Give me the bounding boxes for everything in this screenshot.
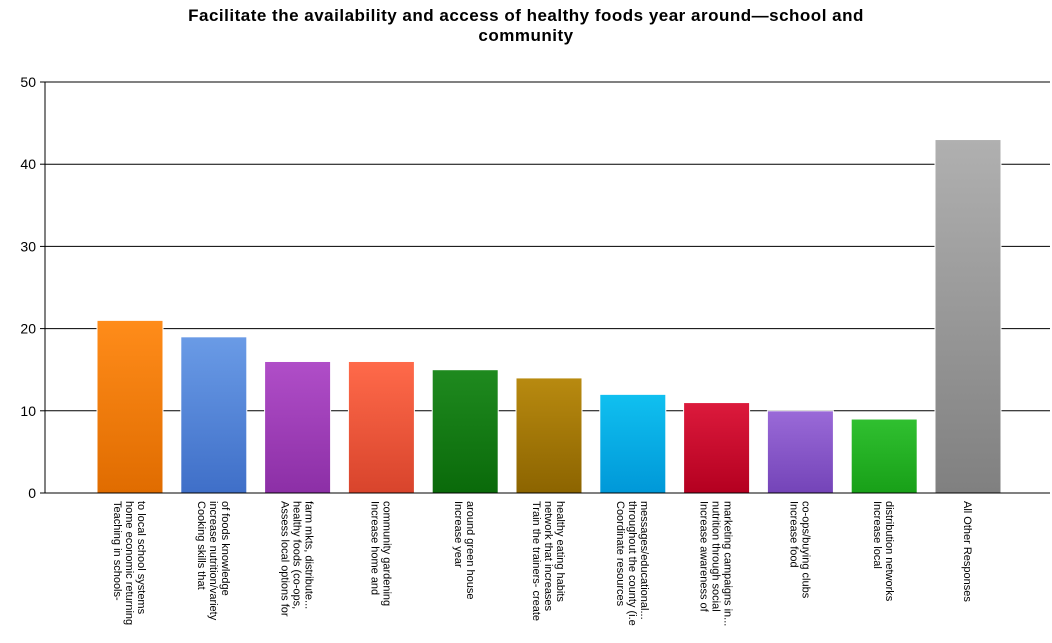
chart-title-line-1: Facilitate the availability and access o… [188,6,864,25]
y-tick-label: 20 [20,321,36,337]
bar [431,369,499,494]
y-tick-label: 30 [20,238,36,254]
bar [934,139,1002,494]
x-category-label: Increase foodco-ops/buying clubs [787,501,811,599]
bar [766,410,834,494]
bar [180,336,248,494]
bar [347,360,415,494]
bar [264,360,332,494]
bar [515,377,583,494]
x-category-label: Increase home andcommunity gardening [368,501,392,606]
bars [96,139,1002,494]
chart-title-line-2: community [478,26,574,45]
y-tick-labels: 0 10 20 30 40 50 [20,74,36,501]
x-category-label: Coordinate resourcesthroughout the count… [614,501,650,626]
y-tick-label: 0 [28,485,36,501]
bar [850,418,918,494]
chart-title: Facilitate the availability and access o… [0,6,1052,46]
bar [96,319,164,494]
y-tick-label: 40 [20,156,36,172]
x-category-label: Increase yeararound green house [452,501,476,599]
y-tick-label: 10 [20,403,36,419]
bar [683,402,751,494]
x-category-labels: Teaching in schools-home economic return… [111,501,973,626]
y-tick-label: 50 [20,74,36,90]
axes [40,81,1050,494]
x-category-label: All Other Responses [961,501,973,602]
x-category-label: Teaching in schools-home economic return… [111,501,147,625]
x-category-label: Cooking skills thatincrease nutrition/va… [195,501,231,621]
x-category-label: Increase localdistribution networks [871,501,895,602]
x-category-label: Increase awareness ofnutrition through s… [698,501,734,626]
bar [599,393,667,494]
x-category-label: Assess local options forhealthy foods (c… [279,501,315,617]
x-category-label: Train the trainers- createnetwork that i… [530,501,566,621]
